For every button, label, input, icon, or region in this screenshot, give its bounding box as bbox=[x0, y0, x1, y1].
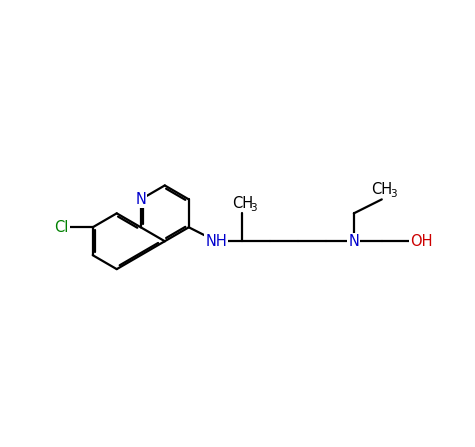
Text: NH: NH bbox=[205, 234, 227, 249]
Text: N: N bbox=[135, 192, 146, 207]
Text: OH: OH bbox=[409, 234, 432, 249]
Text: 3: 3 bbox=[390, 189, 397, 199]
Text: 3: 3 bbox=[250, 203, 257, 213]
Text: N: N bbox=[349, 234, 359, 249]
Text: CH: CH bbox=[232, 196, 253, 211]
Text: CH: CH bbox=[371, 182, 392, 198]
Text: Cl: Cl bbox=[54, 220, 69, 235]
